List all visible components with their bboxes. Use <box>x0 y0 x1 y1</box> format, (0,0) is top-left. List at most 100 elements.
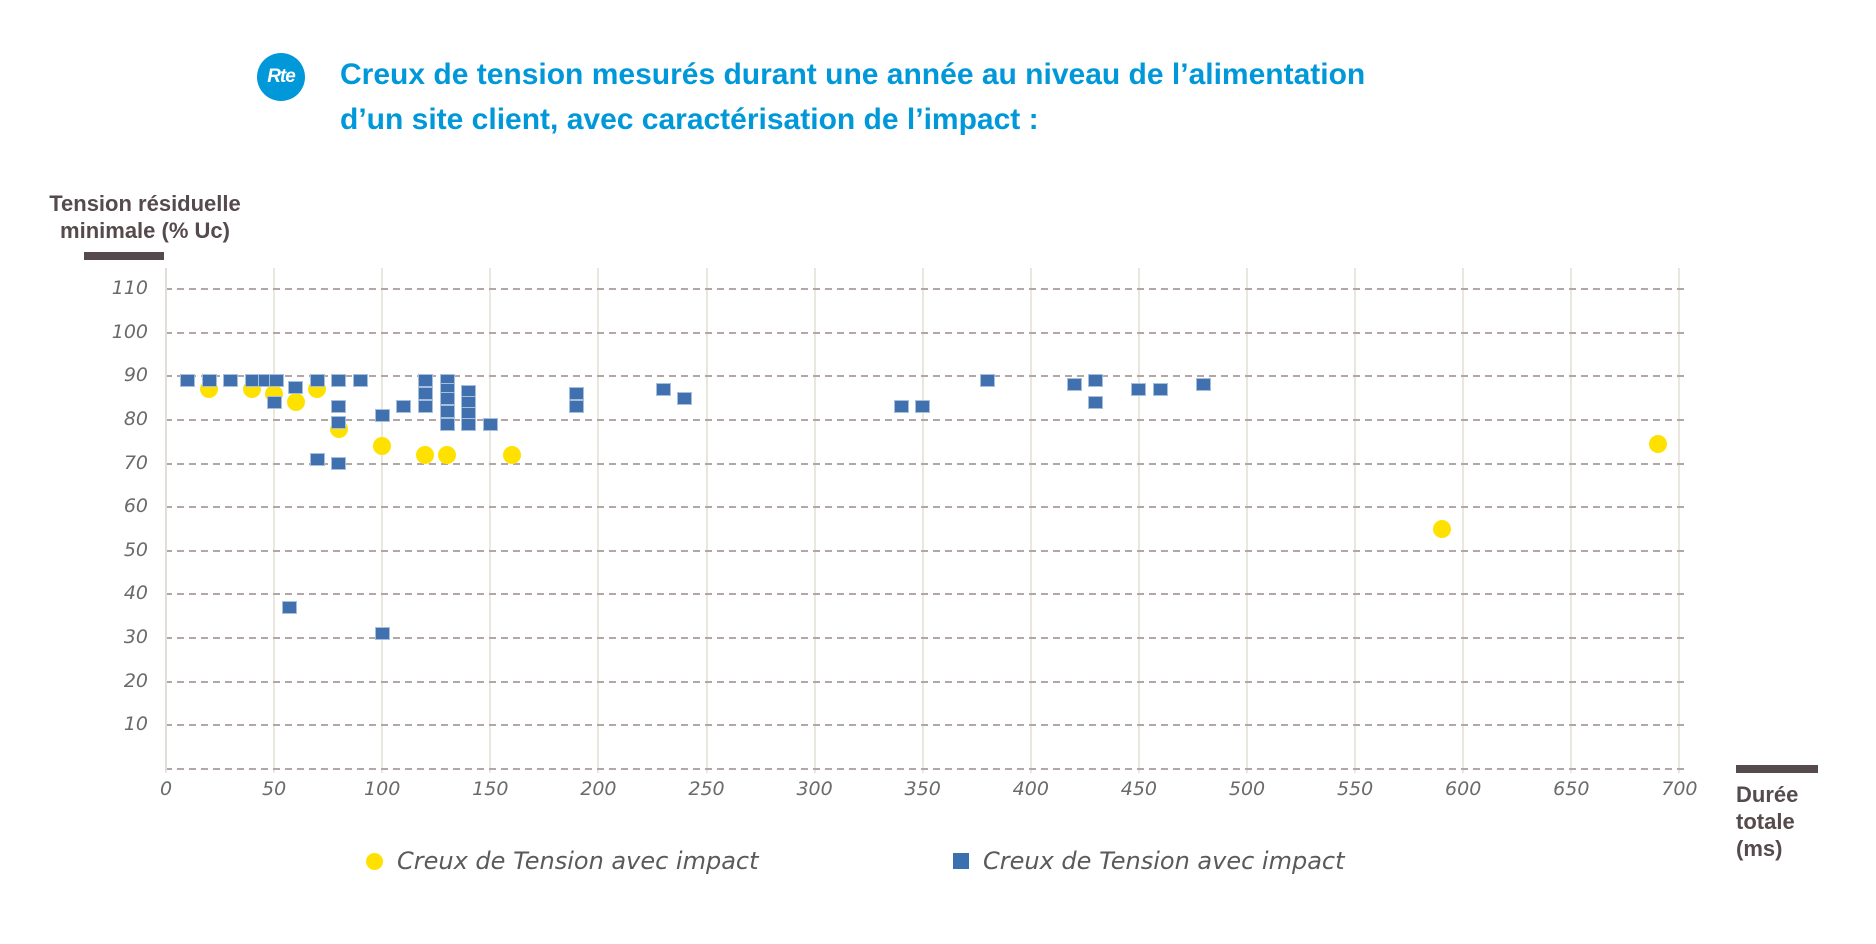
y-gridline <box>165 680 1688 683</box>
data-point-square <box>655 382 671 396</box>
x-gridline <box>705 268 708 773</box>
y-axis-title-line2: minimale (% Uc) <box>60 218 230 243</box>
x-tick-label: 600 <box>1445 778 1482 800</box>
data-point-square <box>893 400 909 414</box>
y-gridline <box>165 768 1688 770</box>
data-point-square <box>201 374 217 388</box>
data-point-circle <box>438 445 457 464</box>
x-gridline <box>1029 268 1032 773</box>
x-gridline <box>597 268 600 773</box>
x-tick-label: 0 <box>159 778 173 800</box>
x-axis-title-line2: totale <box>1736 809 1795 834</box>
x-axis-title-line1: Durée <box>1736 782 1799 807</box>
data-point-square <box>396 400 412 414</box>
data-point-square <box>439 417 455 431</box>
y-gridline <box>165 375 1688 378</box>
data-point-square <box>281 601 297 615</box>
data-point-square <box>417 374 433 388</box>
x-gridline <box>813 268 816 773</box>
x-gridline <box>921 268 924 773</box>
data-point-square <box>461 417 477 431</box>
data-point-circle <box>373 437 392 456</box>
chart-title-line1: Creux de tension mesurés durant une anné… <box>340 58 1366 91</box>
x-gridline <box>1570 268 1573 773</box>
y-tick-label: 80 <box>123 407 148 430</box>
data-point-square <box>1153 382 1169 396</box>
x-tick-label: 100 <box>364 778 401 800</box>
y-gridline <box>165 724 1688 727</box>
x-tick-label: 250 <box>688 778 725 800</box>
y-tick-label: 70 <box>123 451 148 474</box>
y-tick-label: 40 <box>123 582 148 605</box>
x-tick-label: 350 <box>904 778 941 800</box>
data-point-circle <box>1648 434 1667 453</box>
x-gridline <box>1462 268 1465 773</box>
yellow-circle-marker-icon <box>366 852 383 870</box>
data-point-square <box>482 417 498 431</box>
legend-label-blue: Creux de Tension avec impact <box>983 847 1345 875</box>
y-gridline <box>165 637 1688 640</box>
data-point-circle <box>416 445 435 464</box>
data-point-square <box>331 457 347 471</box>
x-gridline <box>1354 268 1357 773</box>
data-point-square <box>374 627 390 641</box>
data-point-square <box>1088 395 1104 409</box>
data-point-square <box>268 374 284 388</box>
x-gridline <box>381 268 384 773</box>
y-tick-label: 10 <box>123 713 148 736</box>
x-tick-label: 550 <box>1336 778 1374 800</box>
y-axis-line <box>165 268 167 771</box>
data-point-square <box>915 400 931 414</box>
y-tick-label: 50 <box>123 538 148 561</box>
x-tick-label: 450 <box>1120 778 1158 800</box>
data-point-square <box>331 400 347 414</box>
x-gridline <box>1137 268 1140 773</box>
data-point-square <box>569 387 585 401</box>
y-gridline <box>165 549 1688 552</box>
x-tick-label: 650 <box>1553 778 1590 800</box>
y-tick-label: 30 <box>123 626 148 649</box>
x-tick-label: 700 <box>1661 778 1698 800</box>
x-tick-label: 200 <box>580 778 617 800</box>
y-tick-label: 100 <box>111 320 148 343</box>
legend-label-yellow: Creux de Tension avec impact <box>397 847 759 875</box>
x-gridline <box>1246 268 1248 773</box>
y-axis-title-line1: Tension résiduelle <box>49 191 241 216</box>
y-tick-label: 60 <box>123 495 148 518</box>
data-point-square <box>980 374 996 388</box>
data-point-square <box>1066 378 1082 392</box>
y-tick-label: 90 <box>123 364 148 387</box>
data-point-square <box>1131 382 1147 396</box>
legend-item-yellow: Creux de Tension avec impact <box>366 847 759 875</box>
chart-title: Creux de tension mesurés durant une anné… <box>340 52 1640 142</box>
data-point-square <box>417 387 433 401</box>
x-tick-label: 500 <box>1228 778 1266 800</box>
x-tick-label: 50 <box>262 778 287 800</box>
x-gridline <box>273 268 276 773</box>
y-gridline <box>165 593 1688 596</box>
data-point-square <box>569 400 585 414</box>
x-axis-title-overline <box>1736 765 1818 773</box>
chart-title-line2: d’un site client, avec caractérisation d… <box>340 103 1039 136</box>
data-point-square <box>439 404 455 418</box>
y-gridline <box>165 418 1688 421</box>
y-axis-title: Tension résiduelle minimale (% Uc) <box>15 190 275 244</box>
data-point-circle <box>502 445 521 464</box>
x-tick-label: 400 <box>1012 778 1049 800</box>
data-point-square <box>353 374 369 388</box>
data-point-square <box>309 452 325 466</box>
x-gridline <box>489 268 492 773</box>
data-point-square <box>266 395 282 409</box>
blue-square-marker-icon <box>953 853 969 869</box>
data-point-square <box>180 374 196 388</box>
x-tick-label: 150 <box>472 778 509 800</box>
data-point-circle <box>286 393 305 412</box>
x-tick-label: 300 <box>796 778 833 800</box>
data-point-square <box>1088 374 1104 388</box>
data-point-square <box>417 400 433 414</box>
data-point-circle <box>1432 519 1451 538</box>
data-point-square <box>309 374 325 388</box>
x-axis-title-line3: (ms) <box>1736 836 1783 861</box>
x-gridline <box>1678 268 1681 773</box>
